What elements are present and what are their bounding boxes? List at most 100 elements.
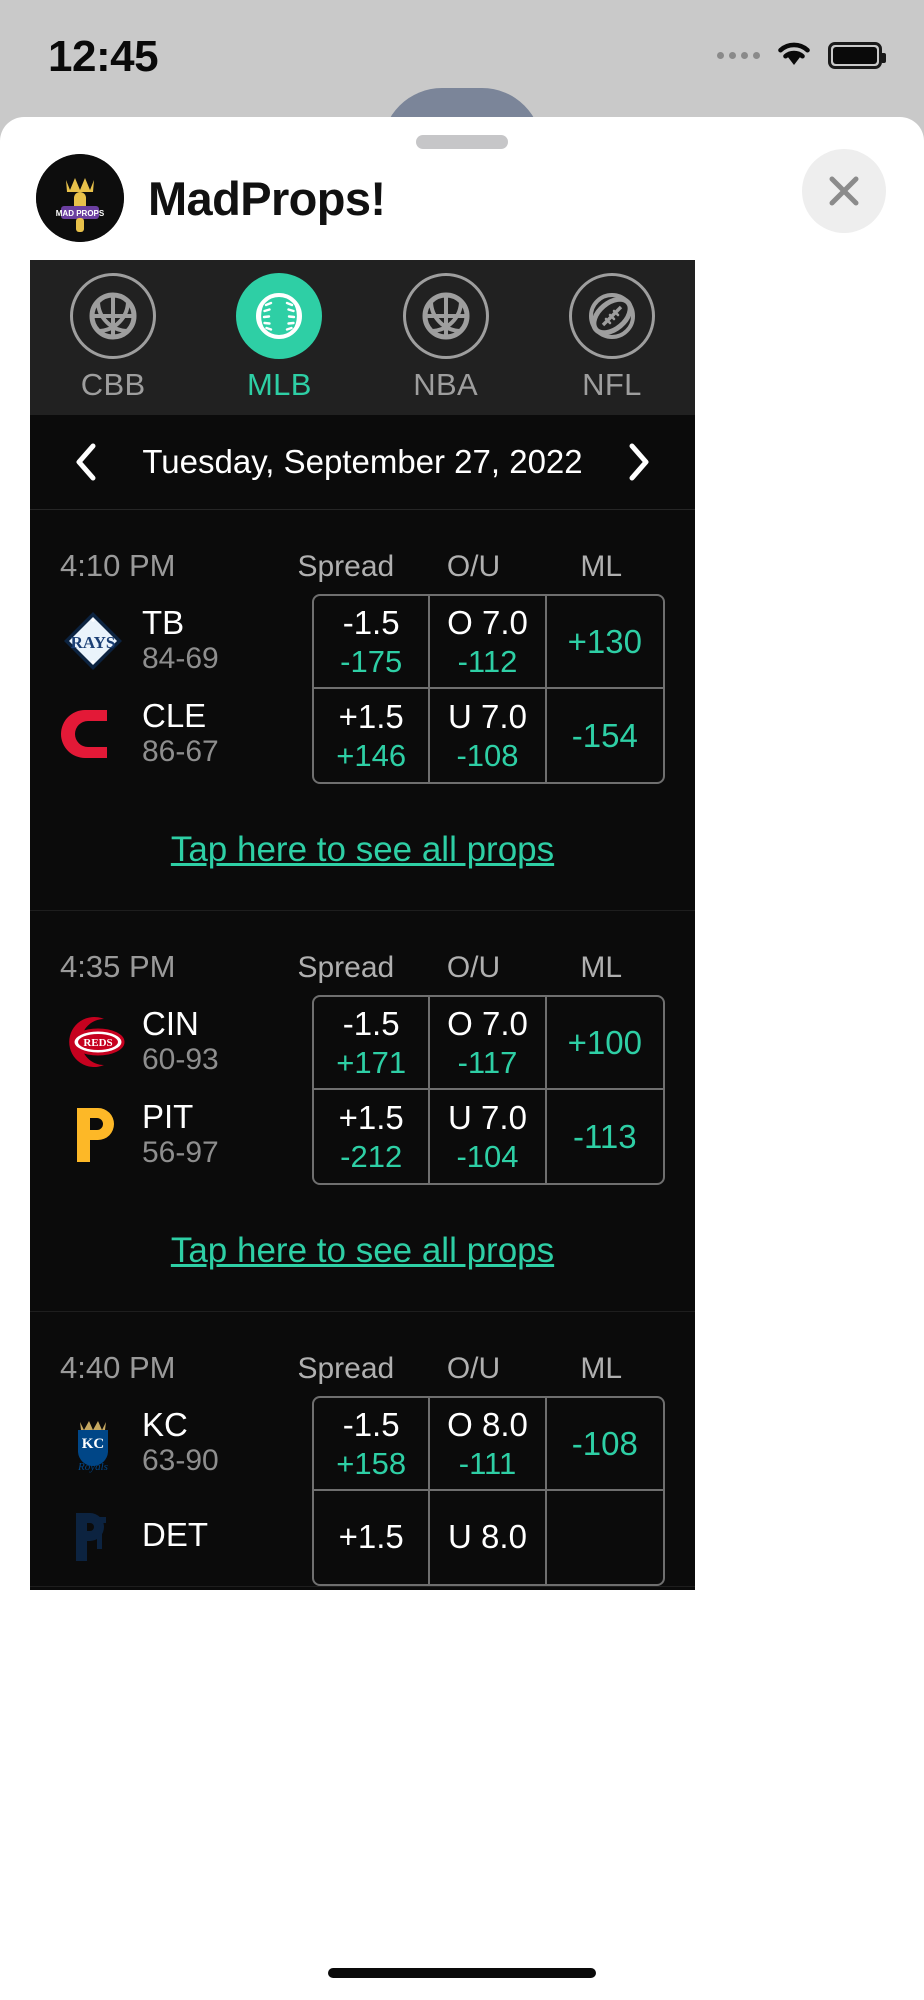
wifi-icon xyxy=(774,38,814,73)
odds-price: +146 xyxy=(336,737,407,773)
sport-tab-mlb[interactable]: MLB xyxy=(196,272,362,403)
game-card: 4:40 PM Spread O/U ML xyxy=(30,1312,695,1587)
odds-price: +130 xyxy=(567,622,642,660)
column-header-spread: Spread xyxy=(297,1352,395,1385)
odds-value: -1.5 xyxy=(342,1004,400,1042)
odds-cell-home-ml[interactable]: -113 xyxy=(547,1090,663,1183)
next-day-button[interactable] xyxy=(619,440,659,484)
odds-cell-away-ou[interactable]: O 8.0 -111 xyxy=(430,1398,547,1491)
odds-value: O 8.0 xyxy=(447,1405,528,1443)
chevron-right-icon xyxy=(629,443,649,481)
team-row-home[interactable]: DET xyxy=(60,1489,312,1582)
odds-price: -108 xyxy=(456,737,519,773)
status-time: 12:45 xyxy=(48,32,159,81)
column-header-spread: Spread xyxy=(297,951,395,984)
odds-cell-away-spread[interactable]: -1.5 +171 xyxy=(314,997,431,1090)
sport-tab-label: MLB xyxy=(247,366,312,402)
guardians-logo xyxy=(60,701,126,767)
odds-price: -175 xyxy=(340,643,403,679)
status-icons xyxy=(717,38,886,73)
odds-cell-home-ou[interactable]: U 7.0 -104 xyxy=(430,1090,547,1183)
odds-value: O 7.0 xyxy=(447,1004,528,1042)
odds-value: +1.5 xyxy=(338,1517,404,1555)
svg-text:MAD PROPS: MAD PROPS xyxy=(56,209,105,218)
odds-cell-away-ml[interactable]: +100 xyxy=(546,997,663,1090)
odds-cell-home-spread[interactable]: +1.5 xyxy=(314,1491,431,1584)
baseball-icon xyxy=(236,272,323,359)
basketball-icon xyxy=(402,272,489,359)
close-icon xyxy=(829,176,859,206)
svg-text:KC: KC xyxy=(82,1436,105,1452)
odds-value: U 8.0 xyxy=(448,1517,527,1555)
previous-day-button[interactable] xyxy=(66,440,106,484)
column-header-ou: O/U xyxy=(446,550,501,583)
close-button[interactable] xyxy=(802,149,886,233)
odds-price: -117 xyxy=(457,1044,518,1080)
odds-price: -104 xyxy=(456,1138,519,1174)
odds-cell-away-ou[interactable]: O 7.0 -117 xyxy=(430,997,547,1090)
odds-cell-away-ml[interactable]: -108 xyxy=(546,1398,663,1491)
game-start-time: 4:35 PM xyxy=(60,949,176,984)
team-record: 56-97 xyxy=(142,1136,219,1170)
odds-cell-home-spread[interactable]: +1.5 -212 xyxy=(314,1090,431,1183)
signal-dots-icon xyxy=(717,52,760,59)
team-abbr: KC xyxy=(142,1406,188,1444)
team-row-home[interactable]: CLE 86-67 xyxy=(60,687,312,780)
sport-tab-nba[interactable]: NBA xyxy=(363,272,529,403)
svg-text:RAYS: RAYS xyxy=(71,633,116,652)
odds-price: -111 xyxy=(458,1445,517,1481)
royals-logo: KC Royals xyxy=(60,1410,126,1476)
team-abbr: TB xyxy=(142,604,185,642)
odds-value: -1.5 xyxy=(342,603,400,641)
see-all-props-link[interactable]: Tap here to see all props xyxy=(170,1231,555,1270)
game-card: 4:35 PM Spread O/U ML xyxy=(30,911,695,1312)
column-header-ml: ML xyxy=(580,550,623,583)
team-row-away[interactable]: KC Royals KC 63-90 xyxy=(60,1396,312,1489)
odds-cell-home-spread[interactable]: +1.5 +146 xyxy=(314,689,431,782)
game-start-time: 4:10 PM xyxy=(60,548,176,583)
game-card: 4:10 PM Spread O/U ML xyxy=(30,510,695,911)
odds-grid: -1.5 +158 O 8.0 -111 -108 +1.5 xyxy=(312,1396,665,1586)
sport-tab-label: NFL xyxy=(582,366,642,402)
pirates-logo xyxy=(60,1102,126,1168)
sport-tab-cbb[interactable]: CBB xyxy=(30,272,196,403)
odds-cell-away-spread[interactable]: -1.5 +158 xyxy=(314,1398,431,1491)
sport-tab-label: NBA xyxy=(413,366,478,402)
odds-price: +100 xyxy=(567,1023,642,1061)
game-start-time: 4:40 PM xyxy=(60,1350,176,1385)
odds-panel: CBB xyxy=(30,260,695,1590)
odds-cell-away-spread[interactable]: -1.5 -175 xyxy=(314,596,431,689)
team-row-away[interactable]: RAYS TB 84-69 xyxy=(60,594,312,687)
tigers-logo xyxy=(60,1503,126,1569)
odds-value: +1.5 xyxy=(338,1098,404,1136)
odds-value: -1.5 xyxy=(342,1405,400,1443)
team-row-home[interactable]: PIT 56-97 xyxy=(60,1088,312,1181)
team-abbr: CIN xyxy=(142,1005,199,1043)
sport-tab-label: CBB xyxy=(80,366,146,402)
odds-cell-away-ml[interactable]: +130 xyxy=(546,596,663,689)
odds-cell-home-ml[interactable]: -154 xyxy=(547,689,663,782)
team-list: RAYS TB 84-69 xyxy=(60,594,312,784)
date-navigation-bar: Tuesday, September 27, 2022 xyxy=(30,415,695,510)
sheet-grabber[interactable] xyxy=(416,135,508,149)
odds-price: +171 xyxy=(336,1044,407,1080)
team-row-away[interactable]: REDS CIN 60-93 xyxy=(60,995,312,1088)
team-record: 63-90 xyxy=(142,1444,219,1478)
sport-tab-nfl[interactable]: NFL xyxy=(529,272,695,403)
odds-cell-away-ou[interactable]: O 7.0 -112 xyxy=(430,596,547,689)
odds-cell-home-ou[interactable]: U 7.0 -108 xyxy=(430,689,547,782)
app-title: MadProps! xyxy=(148,171,386,225)
chevron-left-icon xyxy=(76,443,96,481)
see-all-props-link[interactable]: Tap here to see all props xyxy=(170,830,555,869)
odds-value: U 7.0 xyxy=(448,697,527,735)
team-abbr: DET xyxy=(142,1516,208,1554)
modal-header: MAD PROPS MadProps! xyxy=(0,143,924,253)
odds-cell-home-ou[interactable]: U 8.0 xyxy=(430,1491,547,1584)
odds-grid: -1.5 -175 O 7.0 -112 +130 +1.5 xyxy=(312,594,665,784)
rays-logo: RAYS xyxy=(60,608,126,674)
odds-cell-home-ml[interactable] xyxy=(547,1491,663,1584)
team-list: KC Royals KC 63-90 xyxy=(60,1396,312,1586)
home-indicator xyxy=(328,1968,596,1978)
sport-tab-bar: CBB xyxy=(30,260,695,415)
